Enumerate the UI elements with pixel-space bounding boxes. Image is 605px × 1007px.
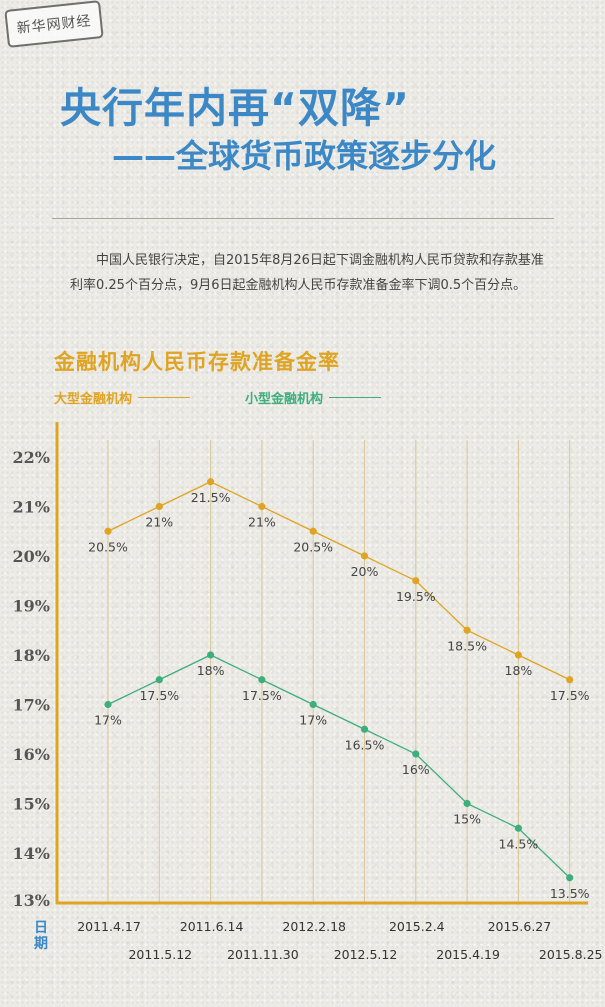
data-point <box>566 676 574 684</box>
series-line-large <box>107 481 570 681</box>
y-tick-label: 22% <box>13 448 50 467</box>
x-tick-label: 2015.4.19 <box>436 947 500 962</box>
data-label: 17.5% <box>242 688 282 703</box>
y-tick-label: 21% <box>13 498 50 517</box>
data-point <box>155 676 163 684</box>
data-point <box>412 750 420 758</box>
y-tick-label: 13% <box>13 891 50 910</box>
data-label: 16.5% <box>345 737 385 752</box>
data-point <box>207 478 215 486</box>
page-title: 央行年内再“双降” <box>60 84 410 132</box>
legend-small-line <box>329 397 382 398</box>
y-tick-label: 15% <box>13 795 50 814</box>
data-point <box>155 502 163 511</box>
y-tick-label: 18% <box>13 646 50 665</box>
data-label: 16% <box>402 762 430 777</box>
data-label: 17.5% <box>550 688 590 703</box>
x-tick-label: 2015.2.4 <box>389 919 445 934</box>
data-label: 14.5% <box>499 836 539 851</box>
data-label: 17% <box>299 713 327 728</box>
data-label: 20% <box>351 564 379 579</box>
data-label: 18% <box>197 663 225 678</box>
x-tick-label: 2011.6.14 <box>180 919 244 934</box>
data-point <box>104 700 112 709</box>
x-tick-label: 2015.8.25 <box>539 947 603 962</box>
data-label: 21% <box>145 515 173 530</box>
x-tick-label: 2011.4.17 <box>77 919 141 934</box>
data-point <box>360 552 369 560</box>
x-tick-label: 2011.5.12 <box>128 947 192 962</box>
y-tick-label: 16% <box>13 745 50 764</box>
intro-paragraph: 中国人民银行决定，自2015年8月26日起下调金融机构人民币贷款和存款基准利率0… <box>70 253 544 293</box>
data-point <box>412 577 420 585</box>
legend-small: 小型金融机构 <box>245 388 382 407</box>
x-tick-label: 2012.2.18 <box>282 919 346 934</box>
y-tick-label: 20% <box>13 547 50 566</box>
data-label: 18.5% <box>447 638 487 653</box>
data-label: 17.5% <box>139 688 179 703</box>
data-label: 21% <box>248 515 276 530</box>
y-tick-label: 19% <box>13 597 50 616</box>
data-label: 15% <box>453 812 481 827</box>
data-point <box>463 626 471 634</box>
x-tick-label: 2015.6.27 <box>488 919 552 934</box>
data-label: 20.5% <box>88 539 128 554</box>
data-point <box>463 799 471 808</box>
data-label: 21.5% <box>191 490 231 505</box>
page-subtitle: ——全球货币政策逐步分化 <box>112 137 497 175</box>
data-label: 19.5% <box>396 589 436 604</box>
data-point <box>514 824 523 832</box>
data-point <box>258 676 266 684</box>
data-label: 17% <box>94 713 122 728</box>
data-point <box>309 700 317 709</box>
legend-large-line <box>138 397 191 398</box>
series-line-small <box>107 654 571 879</box>
legend-large: 大型金融机构 <box>54 388 191 407</box>
x-tick-label: 2011.11.30 <box>227 947 299 962</box>
data-label: 20.5% <box>293 539 333 554</box>
divider <box>52 218 554 219</box>
data-point <box>207 651 215 659</box>
data-point <box>360 725 369 733</box>
data-point <box>566 874 574 882</box>
chart-title: 金融机构人民币存款准备金率 <box>54 350 340 374</box>
x-axis-label: 日期 <box>34 920 48 952</box>
data-point <box>309 527 317 535</box>
data-label: 13.5% <box>550 886 590 901</box>
legend-large-label: 大型金融机构 <box>54 392 133 407</box>
data-point <box>104 527 112 535</box>
x-tick-label: 2012.5.12 <box>334 947 398 962</box>
legend-small-label: 小型金融机构 <box>245 392 324 407</box>
data-label: 18% <box>505 663 533 678</box>
y-tick-label: 14% <box>13 844 50 863</box>
data-point <box>514 651 523 659</box>
data-point <box>258 502 266 511</box>
y-tick-label: 17% <box>13 696 50 715</box>
